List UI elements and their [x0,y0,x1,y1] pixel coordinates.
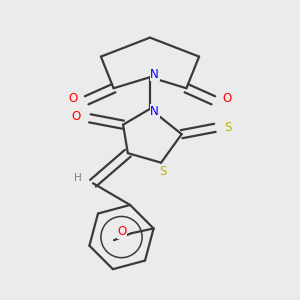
Text: O: O [68,92,77,105]
Text: O: O [223,92,232,105]
Text: N: N [150,105,159,118]
Text: S: S [159,165,166,178]
Text: H: H [74,172,82,182]
Text: O: O [118,225,127,238]
Text: S: S [224,121,232,134]
Text: O: O [71,110,80,123]
Text: N: N [150,68,159,80]
